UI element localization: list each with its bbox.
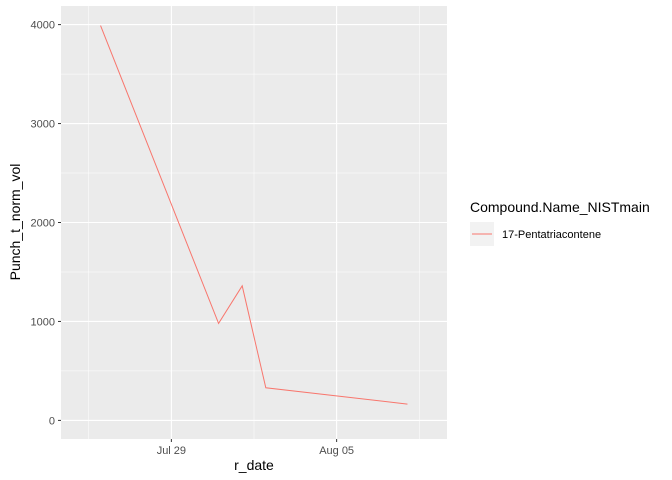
legend-label: 17-Pentatriacontene <box>502 229 601 241</box>
major-gridlines <box>61 6 447 439</box>
legend: Compound.Name_NISTmain 17-Pentatriaconte… <box>470 199 650 246</box>
y-tick-label: 1000 <box>31 316 55 328</box>
y-axis-title: Punch_t_norm_vol <box>7 164 23 281</box>
y-tick-label: 4000 <box>31 20 55 32</box>
y-tick-label: 0 <box>49 415 55 427</box>
series-line <box>100 25 408 405</box>
x-axis-title: r_date <box>234 457 274 473</box>
y-axis: 0 1000 2000 3000 4000 <box>31 20 61 427</box>
series-layer <box>100 25 408 405</box>
x-axis: Jul 29 Aug 05 <box>157 439 354 457</box>
x-tick-label: Jul 29 <box>157 445 186 457</box>
legend-title: Compound.Name_NISTmain <box>470 199 650 215</box>
y-tick-label: 3000 <box>31 119 55 131</box>
x-tick-label: Aug 05 <box>319 445 354 457</box>
y-tick-label: 2000 <box>31 218 55 230</box>
